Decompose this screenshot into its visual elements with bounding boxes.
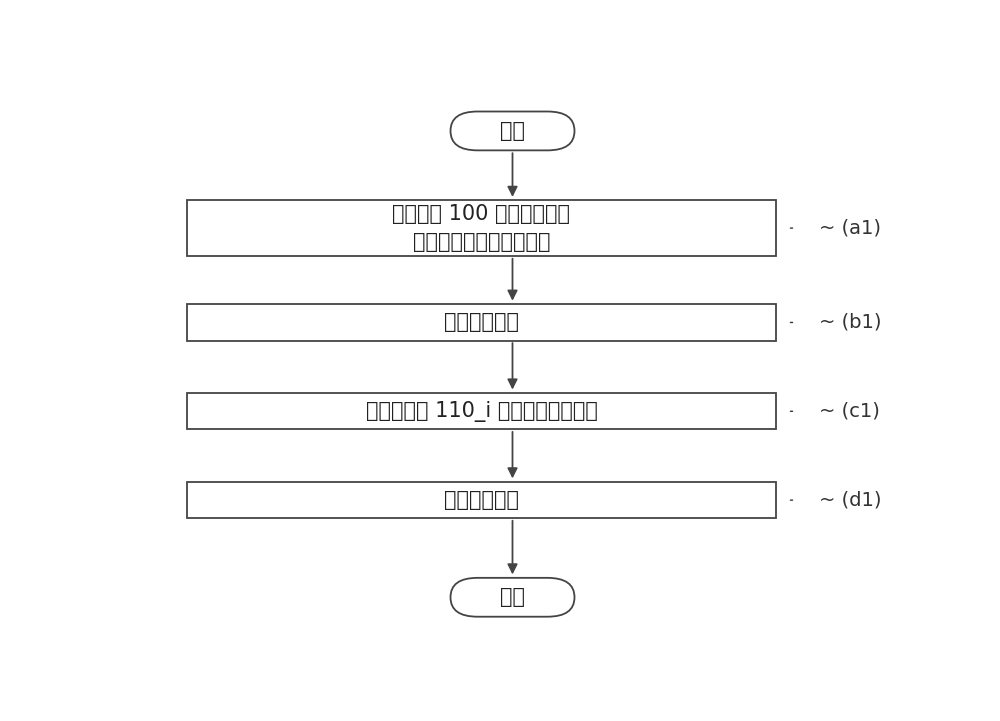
FancyBboxPatch shape [187,393,776,429]
Text: 总线交换期间: 总线交换期间 [444,312,519,332]
Text: ~ (c1): ~ (c1) [819,402,880,421]
FancyBboxPatch shape [450,578,574,616]
Text: 结束: 结束 [500,588,525,607]
Text: 总线交换期间: 总线交换期间 [444,490,519,510]
Text: 主控制器 100 提供数据传输
请求指令或读取请求指令: 主控制器 100 提供数据传输 请求指令或读取请求指令 [392,204,570,252]
Text: 开始: 开始 [500,121,525,141]
FancyBboxPatch shape [187,304,776,340]
FancyBboxPatch shape [187,200,776,256]
Text: 显示驱动器 110_i 回传回覆确认信号: 显示驱动器 110_i 回传回覆确认信号 [366,401,597,422]
FancyBboxPatch shape [450,112,574,151]
FancyBboxPatch shape [187,482,776,518]
Text: ~ (b1): ~ (b1) [819,313,881,332]
Text: ~ (d1): ~ (d1) [819,490,881,510]
Text: ~ (a1): ~ (a1) [819,218,881,238]
